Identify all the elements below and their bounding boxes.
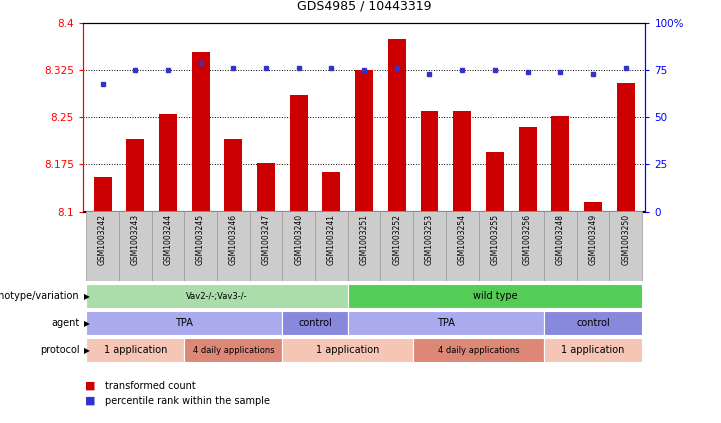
Bar bbox=[224, 139, 242, 212]
Bar bbox=[192, 52, 210, 212]
Bar bbox=[315, 212, 348, 281]
Text: TPA: TPA bbox=[175, 318, 193, 328]
Text: transformed count: transformed count bbox=[105, 381, 195, 391]
Text: GSM1003248: GSM1003248 bbox=[556, 214, 565, 265]
Bar bbox=[381, 212, 413, 281]
Bar bbox=[126, 139, 144, 212]
Bar bbox=[87, 284, 348, 308]
Bar bbox=[616, 83, 634, 212]
Bar bbox=[544, 212, 577, 281]
Text: ■: ■ bbox=[85, 381, 96, 391]
Text: wild type: wild type bbox=[472, 291, 517, 301]
Bar bbox=[609, 212, 642, 281]
Bar bbox=[119, 212, 151, 281]
Bar bbox=[290, 96, 308, 212]
Text: GSM1003254: GSM1003254 bbox=[458, 214, 466, 265]
Bar bbox=[446, 212, 479, 281]
Bar bbox=[413, 212, 446, 281]
Text: GDS4985 / 10443319: GDS4985 / 10443319 bbox=[297, 0, 431, 13]
Bar bbox=[511, 212, 544, 281]
Text: GSM1003256: GSM1003256 bbox=[523, 214, 532, 265]
Bar bbox=[87, 311, 283, 335]
Text: GSM1003241: GSM1003241 bbox=[327, 214, 336, 265]
Bar bbox=[87, 338, 185, 362]
Text: percentile rank within the sample: percentile rank within the sample bbox=[105, 396, 270, 406]
Bar bbox=[348, 311, 544, 335]
Text: GSM1003253: GSM1003253 bbox=[425, 214, 434, 265]
Text: 4 daily applications: 4 daily applications bbox=[438, 346, 519, 355]
Bar bbox=[544, 338, 642, 362]
Text: GSM1003252: GSM1003252 bbox=[392, 214, 402, 265]
Bar bbox=[94, 177, 112, 212]
Bar bbox=[217, 212, 249, 281]
Text: Vav2-/-;Vav3-/-: Vav2-/-;Vav3-/- bbox=[186, 291, 248, 301]
Text: GSM1003251: GSM1003251 bbox=[360, 214, 368, 265]
Bar bbox=[257, 162, 275, 212]
Text: GSM1003249: GSM1003249 bbox=[588, 214, 598, 265]
Text: TPA: TPA bbox=[437, 318, 455, 328]
Text: genotype/variation: genotype/variation bbox=[0, 291, 79, 301]
Bar bbox=[348, 284, 642, 308]
Text: protocol: protocol bbox=[40, 345, 79, 355]
Bar bbox=[454, 111, 472, 212]
Bar bbox=[283, 212, 315, 281]
Text: agent: agent bbox=[51, 318, 79, 328]
Text: GSM1003245: GSM1003245 bbox=[196, 214, 205, 265]
Bar bbox=[283, 338, 413, 362]
Bar bbox=[348, 212, 381, 281]
Bar bbox=[87, 212, 119, 281]
Bar bbox=[185, 212, 217, 281]
Bar bbox=[151, 212, 185, 281]
Bar bbox=[185, 338, 283, 362]
Bar bbox=[413, 338, 544, 362]
Text: ■: ■ bbox=[85, 396, 96, 406]
Text: 1 application: 1 application bbox=[316, 345, 379, 355]
Text: GSM1003255: GSM1003255 bbox=[490, 214, 500, 265]
Text: 4 daily applications: 4 daily applications bbox=[193, 346, 274, 355]
Bar bbox=[249, 212, 283, 281]
Bar bbox=[518, 127, 536, 212]
Text: GSM1003247: GSM1003247 bbox=[262, 214, 270, 265]
Bar bbox=[577, 212, 609, 281]
Text: GSM1003240: GSM1003240 bbox=[294, 214, 304, 265]
Text: GSM1003244: GSM1003244 bbox=[164, 214, 172, 265]
Bar bbox=[552, 116, 570, 212]
Text: 1 application: 1 application bbox=[561, 345, 624, 355]
Text: GSM1003242: GSM1003242 bbox=[98, 214, 107, 265]
Bar bbox=[584, 202, 602, 212]
Bar bbox=[388, 39, 406, 212]
Text: GSM1003243: GSM1003243 bbox=[131, 214, 140, 265]
Text: ▶: ▶ bbox=[84, 346, 90, 355]
Text: ▶: ▶ bbox=[84, 319, 90, 328]
Bar bbox=[479, 212, 511, 281]
Bar bbox=[544, 311, 642, 335]
Text: ▶: ▶ bbox=[84, 291, 90, 301]
Bar bbox=[159, 114, 177, 212]
Bar bbox=[283, 311, 348, 335]
Text: control: control bbox=[298, 318, 332, 328]
Text: GSM1003250: GSM1003250 bbox=[622, 214, 630, 265]
Bar bbox=[420, 111, 438, 212]
Text: control: control bbox=[576, 318, 610, 328]
Text: GSM1003246: GSM1003246 bbox=[229, 214, 238, 265]
Bar bbox=[322, 172, 340, 212]
Bar bbox=[486, 152, 504, 212]
Text: 1 application: 1 application bbox=[104, 345, 167, 355]
Bar bbox=[355, 70, 373, 212]
